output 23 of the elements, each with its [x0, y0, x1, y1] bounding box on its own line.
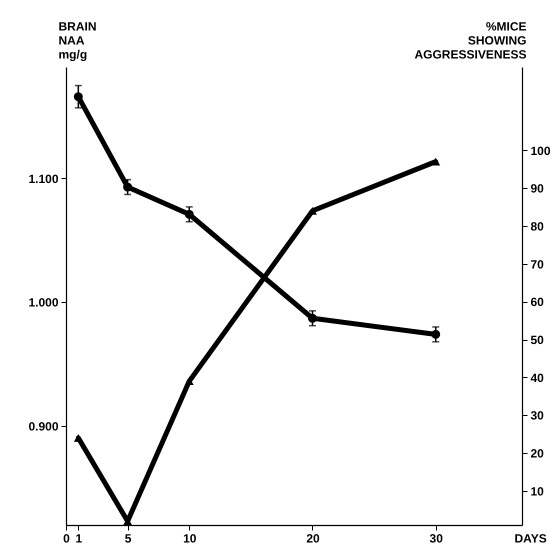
y2-axis-title: %MICE SHOWING AGGRESSIVENESS [414, 20, 526, 62]
y2-tick-label: 90 [530, 182, 544, 196]
y-tick-label: 0.900 [28, 419, 59, 434]
point [184, 377, 194, 386]
y-tick-label: 1.000 [28, 296, 59, 310]
x-tick-label: 5 [124, 532, 132, 546]
y2-tick-label: 80 [530, 219, 544, 234]
y2-tick-label: 100 [530, 144, 551, 158]
x-tick-label: 20 [306, 532, 320, 546]
y2-tick-label: 70 [530, 257, 544, 272]
x-tick-label: 1 [75, 532, 82, 546]
y2-tick-label: 60 [530, 295, 544, 310]
y-tick-label: 1.100 [28, 172, 59, 186]
x-tick-label: 30 [430, 532, 444, 546]
y-axis-title: BRAIN NAA mg/g [58, 20, 96, 62]
y2-tick-label: 50 [530, 333, 544, 348]
x-axis-title: DAYS [514, 532, 547, 546]
y2-tick-label: 10 [530, 484, 544, 498]
x-tick-label: 0 [63, 532, 70, 546]
y2-tick-label: 40 [530, 370, 544, 385]
x-tick-label: 10 [183, 532, 197, 546]
y2-tick-label: 20 [530, 446, 544, 461]
y2-tick-label: 30 [530, 408, 544, 423]
